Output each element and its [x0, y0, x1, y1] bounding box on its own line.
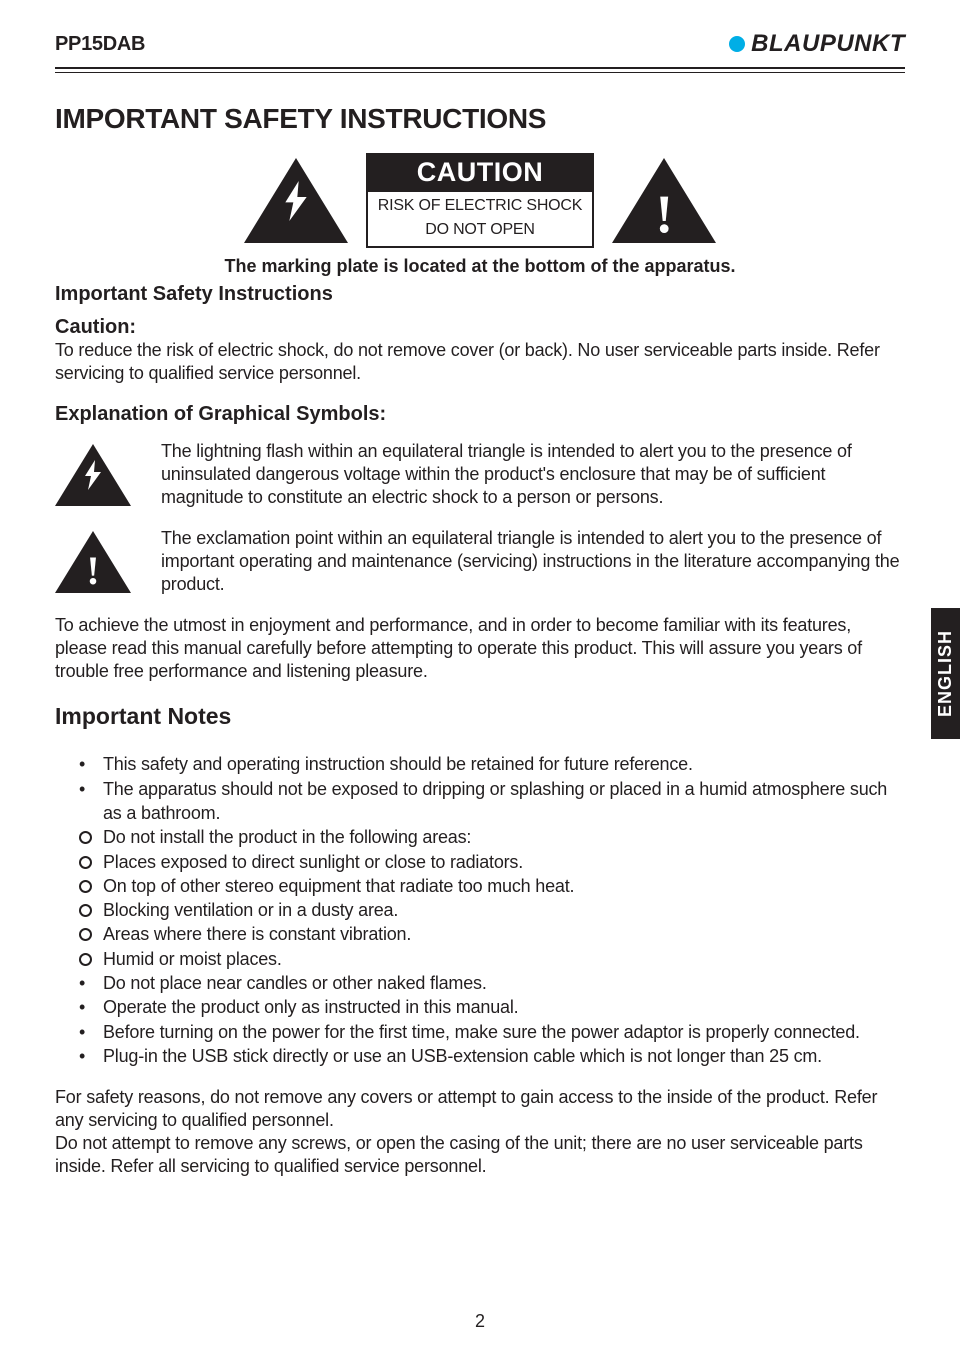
brand-logo: BLAUPUNKT: [729, 30, 905, 58]
lightning-triangle-icon: [244, 158, 348, 243]
list-item: Before turning on the power for the firs…: [79, 1020, 905, 1044]
list-item: Places exposed to direct sunlight or clo…: [79, 850, 905, 874]
list-item: Humid or moist places.: [79, 947, 905, 971]
caution-box: CAUTION RISK OF ELECTRIC SHOCK DO NOT OP…: [366, 153, 595, 248]
list-item: Do not place near candles or other naked…: [79, 971, 905, 995]
lightning-small-icon: [81, 460, 105, 490]
caution-line1: RISK OF ELECTRIC SHOCK: [368, 192, 593, 216]
language-tab: ENGLISH: [931, 608, 960, 739]
exclamation-explanation-row: ! The exclamation point within an equila…: [55, 527, 905, 596]
symbols-heading: Explanation of Graphical Symbols:: [55, 403, 905, 426]
exclamation-triangle-icon: !: [612, 158, 716, 243]
list-item: This safety and operating instruction sh…: [79, 752, 905, 776]
page-title: IMPORTANT SAFETY INSTRUCTIONS: [55, 103, 905, 135]
list-item: Areas where there is constant vibration.: [79, 922, 905, 946]
important-notes-list: This safety and operating instruction sh…: [55, 752, 905, 1068]
lightning-explanation-text: The lightning flash within an equilatera…: [161, 440, 905, 509]
lightning-triangle-small-icon: [55, 444, 131, 506]
marking-plate-note: The marking plate is located at the bott…: [55, 256, 905, 277]
caution-label: CAUTION: [368, 155, 593, 192]
manual-page: PP15DAB BLAUPUNKT IMPORTANT SAFETY INSTR…: [0, 0, 960, 1354]
caution-panel: CAUTION RISK OF ELECTRIC SHOCK DO NOT OP…: [55, 153, 905, 248]
closing-paragraph-2: Do not attempt to remove any screws, or …: [55, 1132, 905, 1178]
list-item: The apparatus should not be exposed to d…: [79, 777, 905, 826]
list-item: Plug-in the USB stick directly or use an…: [79, 1044, 905, 1068]
page-number: 2: [0, 1311, 960, 1332]
caution-heading: Caution:: [55, 316, 905, 339]
page-header: PP15DAB BLAUPUNKT: [55, 30, 905, 64]
intro-paragraph: To achieve the utmost in enjoyment and p…: [55, 614, 905, 683]
lightning-icon: [279, 181, 313, 221]
isi-heading: Important Safety Instructions: [55, 283, 905, 306]
list-item: On top of other stereo equipment that ra…: [79, 874, 905, 898]
exclamation-triangle-small-icon: !: [55, 531, 131, 593]
closing-paragraph-1: For safety reasons, do not remove any co…: [55, 1086, 905, 1132]
list-item: Do not install the product in the follow…: [79, 825, 905, 849]
caution-body: To reduce the risk of electric shock, do…: [55, 339, 905, 385]
exclamation-small-icon: !: [86, 551, 99, 591]
model-code: PP15DAB: [55, 33, 145, 56]
important-notes-heading: Important Notes: [55, 703, 905, 730]
exclamation-explanation-text: The exclamation point within an equilate…: [161, 527, 905, 596]
caution-line2: DO NOT OPEN: [368, 216, 593, 240]
exclamation-icon: !: [655, 187, 673, 241]
lightning-explanation-row: The lightning flash within an equilatera…: [55, 440, 905, 509]
header-rule-thin: [55, 72, 905, 73]
header-rule-thick: [55, 67, 905, 69]
brand-dot-icon: [729, 36, 745, 52]
brand-text: BLAUPUNKT: [751, 30, 905, 58]
list-item: Operate the product only as instructed i…: [79, 995, 905, 1019]
list-item: Blocking ventilation or in a dusty area.: [79, 898, 905, 922]
